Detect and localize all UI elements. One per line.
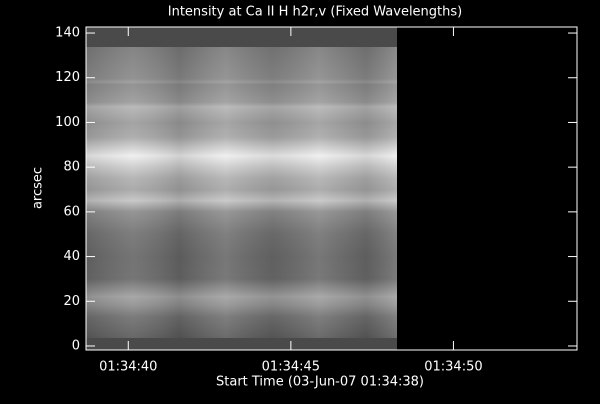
plot-frame xyxy=(85,26,578,351)
y-tick-label: 60 xyxy=(63,204,80,219)
y-tick-label: 140 xyxy=(55,26,80,41)
chart-title: Intensity at Ca II H h2r,v (Fixed Wavele… xyxy=(168,5,462,20)
y-tick-label: 80 xyxy=(63,160,80,175)
x-tick-label: 01:34:45 xyxy=(262,360,320,375)
image-texture xyxy=(86,47,397,338)
x-tick-label: 01:34:40 xyxy=(99,360,157,375)
x-tick-label: 01:34:50 xyxy=(424,360,482,375)
y-tick-label: 40 xyxy=(63,249,80,264)
x-axis-label: Start Time (03-Jun-07 01:34:38) xyxy=(216,375,424,390)
y-tick-label: 0 xyxy=(72,338,80,353)
y-tick-label: 120 xyxy=(55,70,80,85)
y-tick-label: 100 xyxy=(55,115,80,130)
y-tick-label: 20 xyxy=(63,294,80,309)
y-axis-label: arcsec xyxy=(31,167,46,209)
